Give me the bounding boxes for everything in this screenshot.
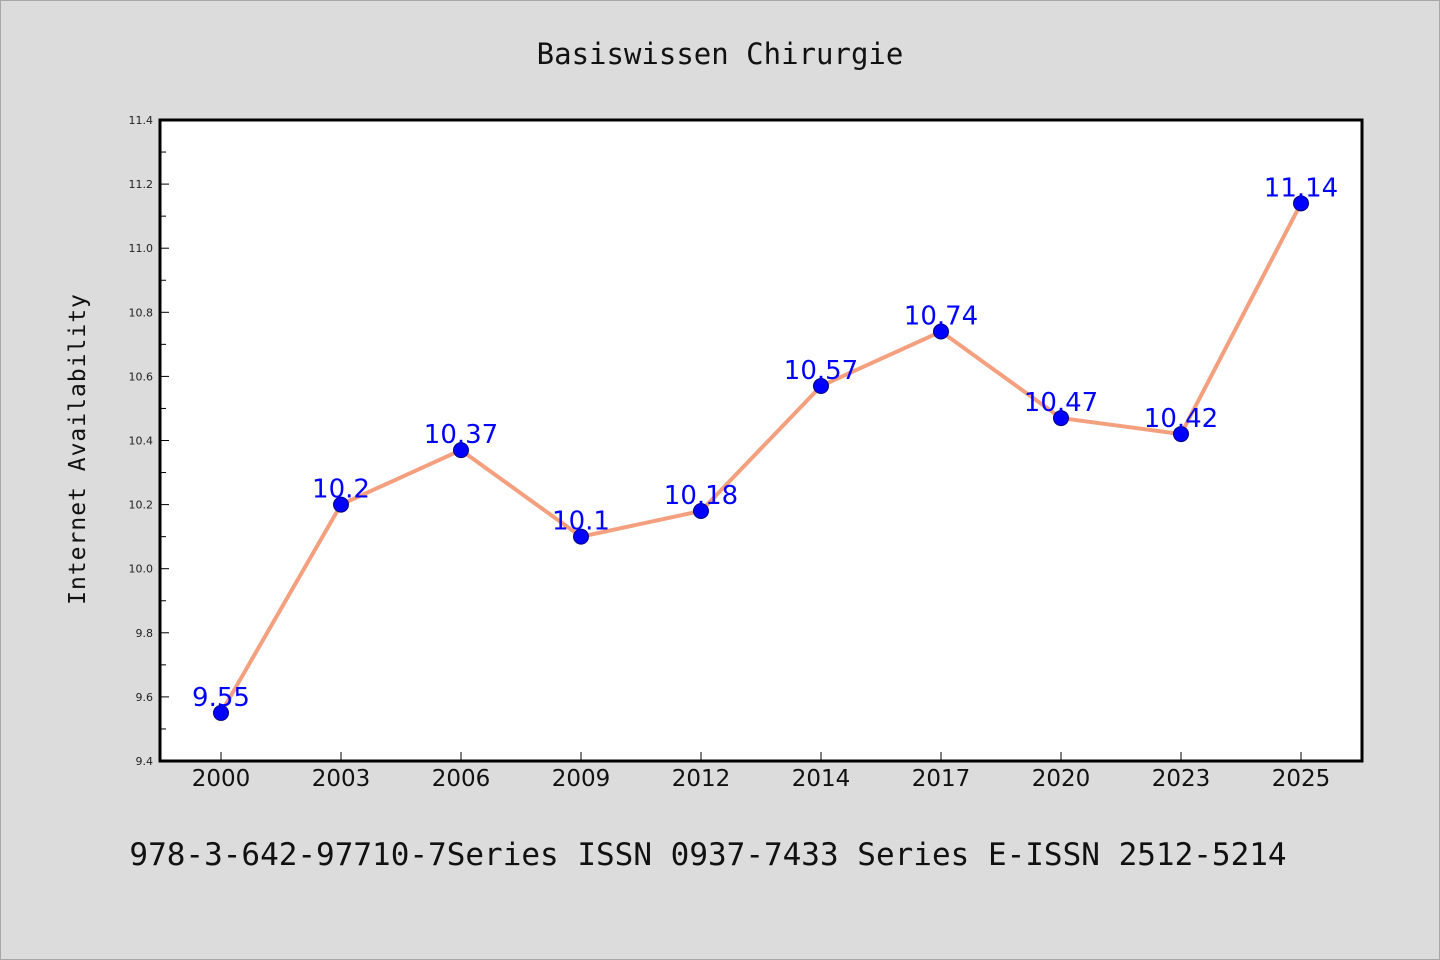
data-point-marker bbox=[933, 323, 949, 340]
y-tick-label: 11.4 bbox=[129, 114, 154, 127]
data-point-marker bbox=[1053, 410, 1069, 427]
y-tick-label: 10.2 bbox=[129, 499, 154, 512]
y-tick-label: 9.6 bbox=[136, 691, 154, 704]
y-tick-label: 11.0 bbox=[129, 242, 154, 255]
x-tick-label: 2017 bbox=[912, 766, 971, 792]
x-tick-label: 2012 bbox=[672, 766, 731, 792]
data-point-marker bbox=[213, 704, 229, 721]
data-point-marker bbox=[453, 442, 469, 459]
data-point-marker bbox=[1173, 426, 1189, 443]
series-line bbox=[219, 201, 1303, 715]
marker-layer bbox=[213, 195, 1309, 721]
y-tick-label: 10.8 bbox=[129, 306, 154, 319]
x-tick-label: 2025 bbox=[1272, 766, 1331, 792]
y-axis: 9.4 9.6 9.8 10.0 10.2 10.4 10.6 10.8 11.0 11.2 11.… bbox=[129, 114, 169, 768]
data-label: 11.14 bbox=[1264, 173, 1338, 203]
data-point-marker bbox=[573, 528, 589, 545]
x-tick-label: 2003 bbox=[312, 766, 371, 792]
x-tick-label: 2006 bbox=[432, 766, 491, 792]
y-tick-label: 10.4 bbox=[129, 435, 154, 448]
y-tick-label: 9.4 bbox=[136, 755, 154, 768]
data-point-marker bbox=[333, 496, 349, 513]
data-label: 10.74 bbox=[904, 302, 978, 332]
plot-area bbox=[160, 120, 1362, 761]
series-layer bbox=[219, 201, 1303, 715]
data-point-marker bbox=[813, 378, 829, 395]
y-tick-label: 10.6 bbox=[129, 370, 154, 383]
data-label: 10.18 bbox=[664, 481, 738, 511]
plot-frame bbox=[158, 118, 1364, 763]
x-axis: 2000 2003 2006 2009 2012 2014 2017 2020 2023 2025 bbox=[192, 752, 1331, 792]
data-label: 10.47 bbox=[1024, 388, 1098, 418]
y-tick-label: 11.2 bbox=[129, 178, 154, 191]
x-tick-label: 2020 bbox=[1032, 766, 1091, 792]
data-label: 10.2 bbox=[312, 475, 370, 505]
x-tick-label: 2009 bbox=[552, 766, 611, 792]
data-label: 10.57 bbox=[784, 356, 858, 386]
data-label: 10.37 bbox=[424, 420, 498, 450]
data-point-marker bbox=[693, 503, 709, 520]
y-tick-label: 9.8 bbox=[136, 627, 154, 640]
data-label-layer: 9.55 10.2 10.37 10.1 10.18 10.57 10.74 10.47 10.… bbox=[192, 173, 1338, 713]
data-label: 10.42 bbox=[1144, 404, 1218, 434]
chart-title: Basiswissen Chirurgie bbox=[537, 37, 904, 71]
footer-isbn-text: 978-3-642-97710-7Series ISSN 0937-7433 S… bbox=[129, 837, 1286, 873]
data-point-marker bbox=[1293, 195, 1309, 212]
x-tick-label: 2023 bbox=[1152, 766, 1211, 792]
data-label: 9.55 bbox=[192, 683, 250, 713]
y-tick-label: 10.0 bbox=[129, 563, 154, 576]
x-tick-label: 2000 bbox=[192, 766, 251, 792]
y-axis-label: Internet Availability bbox=[65, 293, 91, 605]
x-tick-label: 2014 bbox=[792, 766, 851, 792]
data-label: 10.1 bbox=[552, 507, 610, 537]
